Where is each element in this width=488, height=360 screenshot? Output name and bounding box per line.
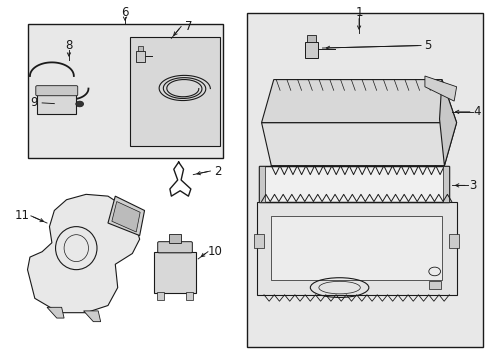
Bar (448, 234, 458, 248)
Polygon shape (83, 311, 101, 321)
Bar (157, 292, 163, 300)
Bar (154, 252, 195, 293)
Polygon shape (112, 202, 140, 232)
Polygon shape (261, 80, 456, 123)
Bar (136, 51, 145, 62)
Polygon shape (256, 202, 456, 295)
Text: 11: 11 (15, 210, 30, 222)
Bar (259, 166, 448, 202)
Bar (305, 42, 317, 58)
Text: 4: 4 (473, 105, 480, 118)
Bar (130, 37, 220, 146)
Polygon shape (27, 194, 140, 313)
Text: 3: 3 (468, 179, 475, 192)
Bar (271, 216, 441, 280)
Bar (168, 234, 181, 243)
Polygon shape (439, 80, 456, 166)
Bar (306, 35, 316, 42)
Bar (138, 45, 143, 51)
Bar (185, 292, 193, 300)
Bar (27, 24, 222, 158)
Text: 10: 10 (207, 245, 222, 258)
Bar (259, 166, 448, 202)
Text: 8: 8 (65, 39, 73, 52)
Polygon shape (108, 196, 144, 235)
Text: 6: 6 (121, 6, 128, 19)
Polygon shape (47, 307, 64, 318)
Bar (37, 94, 76, 114)
Bar (428, 282, 440, 289)
Text: 5: 5 (423, 39, 430, 52)
FancyBboxPatch shape (36, 86, 78, 96)
Polygon shape (261, 123, 456, 166)
Bar (259, 166, 265, 202)
Text: 2: 2 (213, 165, 221, 177)
Text: 1: 1 (355, 6, 362, 19)
FancyBboxPatch shape (158, 242, 192, 253)
Bar (442, 166, 448, 202)
Polygon shape (424, 76, 456, 101)
Text: 9: 9 (30, 96, 38, 109)
Bar (254, 234, 264, 248)
Bar (246, 13, 483, 347)
Text: 7: 7 (184, 20, 192, 33)
Circle shape (76, 101, 83, 107)
